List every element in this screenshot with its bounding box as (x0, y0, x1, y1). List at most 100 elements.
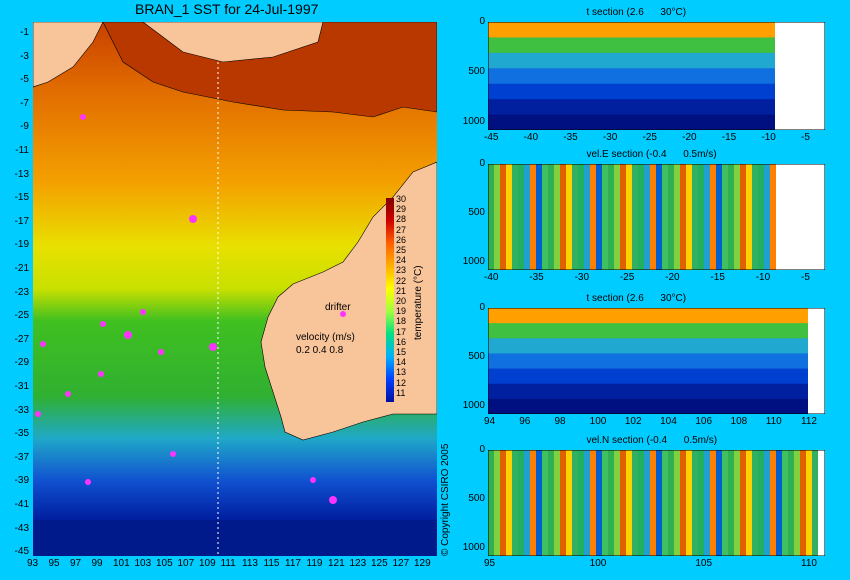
colorbar-tick-label: 25 (396, 245, 407, 255)
lat-tick-label: -7 (20, 97, 29, 109)
section-x-tick: 96 (519, 416, 531, 427)
colorbar-tick-label: 27 (396, 224, 407, 235)
lon-tick-label: 107 (177, 558, 195, 569)
colorbar-tick-label: 19 (396, 306, 407, 317)
lat-tick-label: -15 (14, 192, 29, 204)
section-x-tick: 95 (484, 558, 496, 569)
section-x-tick: -5 (801, 132, 810, 143)
section-y-tick: 1000 (462, 116, 485, 127)
map-title: BRAN_1 SST for 24-Jul-1997 (135, 1, 319, 17)
section-x-tick: -30 (602, 132, 618, 143)
lat-tick-label: -13 (14, 168, 29, 180)
map-lat-axis: -1 -3 -5 -7 -9 -11 -13 -15 -17 -19 -21 -23 -25 -27 -29… (0, 22, 32, 558)
lat-tick-label: -37 (14, 451, 29, 463)
lat-tick-label: -9 (20, 121, 29, 133)
colorbar-tick-label: 30 (396, 194, 407, 204)
lat-tick-label: -11 (15, 145, 29, 156)
lon-tick-label: 105 (156, 558, 173, 569)
section-y-tick: 0 (479, 16, 485, 27)
velocity-label: velocity (m/s) (296, 332, 355, 343)
section-x-tick: -25 (619, 272, 635, 283)
lon-tick-label: 123 (349, 558, 367, 569)
section-x-tick: 104 (660, 416, 677, 427)
lat-tick-label: -27 (14, 333, 29, 345)
section-x-tick: -15 (710, 272, 725, 283)
lat-tick-label: -39 (14, 475, 29, 487)
section-panel-title: t section (2.6 30°C) (586, 293, 687, 304)
lat-tick-label: -43 (14, 522, 29, 534)
section-y-tick: 1000 (462, 400, 485, 411)
section-y-tick: 1000 (462, 542, 485, 553)
lon-tick-label: 103 (134, 558, 152, 569)
lon-tick-label: 125 (371, 558, 388, 569)
lon-tick-label: 117 (285, 558, 301, 569)
colorbar-tick-label: 23 (396, 265, 407, 276)
lat-tick-label: -5 (20, 74, 29, 86)
section-y-tick: 500 (468, 493, 485, 504)
section-x-tick: 106 (695, 416, 713, 427)
section-x-tick: -25 (642, 132, 657, 143)
section-x-tick: 105 (695, 558, 713, 569)
lat-tick-label: -1 (20, 27, 29, 38)
colorbar-tick-label: 14 (396, 357, 407, 368)
colorbar-tick-label: 17 (396, 326, 407, 337)
section-x-tick: -5 (801, 272, 810, 283)
copyright-text: © Copyright CSIRO 2005 (440, 443, 451, 556)
colorbar-tick-label: 18 (396, 316, 407, 327)
section-panel-plot (488, 308, 825, 414)
lon-tick-label: 101 (113, 558, 130, 569)
section-x-tick: -35 (529, 272, 544, 283)
colorbar-tick-label: 15 (396, 347, 407, 357)
sst-map (33, 22, 437, 556)
lon-tick-label: 115 (263, 558, 280, 569)
section-x-tick: 94 (484, 416, 496, 427)
velocity-values: 0.2 0.4 0.8 (296, 345, 344, 356)
section-x-tick: 112 (801, 416, 817, 427)
section-x-tick: -35 (563, 132, 578, 143)
lon-tick-label: 119 (306, 558, 323, 569)
colorbar-tick-label: 24 (396, 255, 407, 266)
section-x-tick: -40 (484, 272, 499, 283)
section-y-tick: 500 (468, 351, 485, 362)
section-x-tick: -10 (761, 132, 776, 143)
colorbar-tick-label: 21 (396, 285, 407, 296)
lat-tick-label: -29 (14, 357, 29, 369)
lat-tick-label: -3 (20, 50, 29, 62)
borneo-land (142, 22, 324, 63)
section-panel-title: t section (2.6 30°C) (586, 7, 687, 18)
section-x-tick: 108 (730, 416, 748, 427)
section-y-tick: 0 (479, 158, 485, 169)
lon-tick-label: 109 (199, 558, 216, 569)
section-x-tick: -10 (755, 272, 771, 283)
section-x-tick: -45 (484, 132, 499, 143)
lat-tick-label: -21 (14, 263, 29, 274)
lat-tick-label: -35 (14, 428, 29, 440)
section-y-tick: 0 (479, 444, 485, 455)
section-panel-title: vel.E section (-0.4 0.5m/s) (586, 149, 717, 160)
lon-tick-label: 99 (91, 558, 103, 569)
lat-tick-label: -33 (14, 404, 29, 416)
lat-tick-label: -23 (14, 286, 29, 298)
section-x-tick: -40 (523, 132, 539, 143)
section-panel-title: vel.N section (-0.4 0.5m/s) (586, 435, 718, 446)
colorbar-tick-label: 26 (396, 234, 407, 245)
section-x-tick: -20 (682, 132, 697, 143)
colorbar-tick-label: 13 (396, 367, 407, 378)
lon-tick-label: 127 (392, 558, 410, 569)
section-panel-plot (488, 22, 825, 130)
lat-tick-label: -41 (14, 499, 29, 510)
lat-tick-label: -45 (14, 546, 29, 558)
sumatra-land (33, 22, 104, 88)
section-x-tick: -30 (574, 272, 590, 283)
drifter-label: drifter (325, 302, 351, 313)
section-x-tick: 110 (801, 558, 817, 569)
section-x-tick: -20 (665, 272, 680, 283)
lat-tick-label: -17 (14, 215, 29, 227)
colorbar-tick-label: 16 (396, 336, 407, 347)
lon-tick-label: 95 (48, 558, 60, 569)
section-x-tick: -15 (721, 132, 737, 143)
colorbar-tick-label: 28 (396, 214, 407, 225)
section-y-tick: 500 (468, 207, 485, 218)
temperature-colorbar (386, 198, 394, 402)
section-x-tick: 102 (624, 416, 642, 427)
